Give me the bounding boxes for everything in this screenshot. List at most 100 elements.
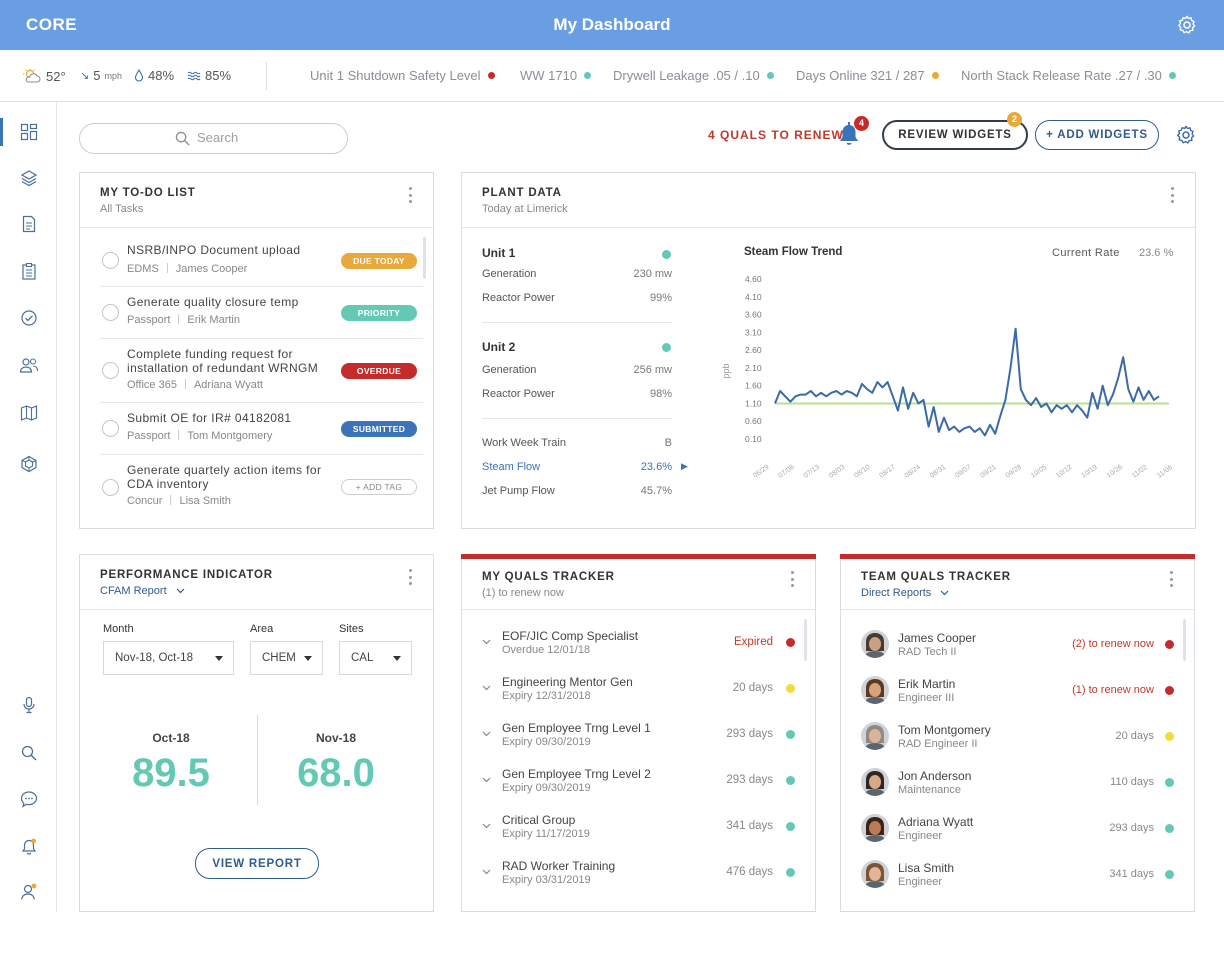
team-member-row[interactable]: James Cooper RAD Tech II (2) to renew now bbox=[861, 627, 1174, 673]
team-member-row[interactable]: Jon Anderson Maintenance 110 days bbox=[861, 765, 1174, 811]
todo-tag[interactable]: DUE TODAY bbox=[341, 253, 417, 269]
todo-item[interactable]: Generate quartely action items for CDA i… bbox=[100, 455, 423, 515]
sites-select[interactable]: CAL bbox=[339, 641, 412, 675]
review-widgets-button[interactable]: REVIEW WIDGETS bbox=[882, 120, 1028, 150]
todo-checkbox[interactable] bbox=[102, 362, 119, 379]
steam-flow-trend-chart[interactable]: ppb 4.60 4.10 3.60 3.10 2.60 2.10 1.60 1.10 0.60 0… bbox=[717, 268, 1177, 488]
qual-status: 20 days bbox=[732, 682, 773, 694]
check-circle-icon[interactable] bbox=[18, 307, 40, 329]
notification-bell-icon[interactable] bbox=[18, 836, 40, 858]
dashboard-grid-icon[interactable] bbox=[18, 121, 40, 143]
x-tick-label: 08/17 bbox=[878, 464, 896, 480]
direct-reports-selector[interactable]: Direct Reports bbox=[861, 587, 949, 599]
more-options-icon[interactable] bbox=[409, 569, 413, 585]
value: B bbox=[664, 437, 672, 449]
team-member-row[interactable]: Erik Martin Engineer III (1) to renew now bbox=[861, 673, 1174, 719]
left-month-label: Oct-18 bbox=[152, 731, 190, 745]
more-options-icon[interactable] bbox=[1171, 187, 1175, 203]
more-options-icon[interactable] bbox=[409, 187, 413, 203]
todo-checkbox[interactable] bbox=[102, 252, 119, 269]
left-kpi-value: 89.5 bbox=[132, 751, 210, 795]
steam-flow-row[interactable]: Steam Flow 23.6% bbox=[482, 461, 672, 473]
search-box[interactable] bbox=[79, 123, 348, 154]
qual-item[interactable]: EOF/JIC Comp Specialist Overdue 12/01/18… bbox=[482, 625, 795, 671]
divider bbox=[482, 322, 672, 323]
more-options-icon[interactable] bbox=[1170, 571, 1174, 587]
chevron-down-icon[interactable] bbox=[482, 685, 491, 691]
todo-tag[interactable]: SUBMITTED bbox=[341, 421, 417, 437]
chevron-down-icon[interactable] bbox=[482, 869, 491, 875]
todo-tag[interactable]: OVERDUE bbox=[341, 363, 417, 379]
todo-item[interactable]: Complete funding request for installatio… bbox=[100, 339, 423, 403]
microphone-icon[interactable] bbox=[18, 694, 40, 716]
qual-item[interactable]: Gen Employee Trng Level 2 Expiry 09/30/2… bbox=[482, 763, 795, 809]
metric-north-stack[interactable]: North Stack Release Rate .27 / .30 bbox=[961, 68, 1176, 83]
search-input[interactable] bbox=[197, 130, 337, 145]
qual-item[interactable]: Gen Employee Trng Level 1 Expiry 09/30/2… bbox=[482, 717, 795, 763]
qual-date: Expiry 09/30/2019 bbox=[502, 782, 591, 794]
quals-to-renew-link[interactable]: 4 QUALS TO RENEW bbox=[708, 128, 844, 142]
add-tag-button[interactable]: + ADD TAG bbox=[341, 479, 417, 495]
avatar[interactable] bbox=[861, 768, 889, 796]
chevron-down-icon[interactable] bbox=[482, 777, 491, 783]
chevron-down-icon[interactable] bbox=[482, 731, 491, 737]
team-users-icon[interactable] bbox=[18, 354, 40, 376]
alerts-bell-icon[interactable] bbox=[837, 120, 863, 148]
avatar[interactable] bbox=[861, 722, 889, 750]
chevron-down-icon[interactable] bbox=[482, 639, 491, 645]
brand-logo[interactable]: CORE bbox=[26, 15, 78, 34]
card-title: PERFORMANCE INDICATOR bbox=[100, 569, 273, 581]
todo-checkbox[interactable] bbox=[102, 420, 119, 437]
qual-item[interactable]: RAD Worker Training Expiry 03/31/2019 47… bbox=[482, 855, 795, 901]
card-subtitle[interactable]: All Tasks bbox=[100, 203, 144, 215]
todo-tag[interactable]: PRIORITY bbox=[341, 305, 417, 321]
member-status: 293 days bbox=[1109, 822, 1154, 834]
more-options-icon[interactable] bbox=[791, 571, 795, 587]
chat-bubble-icon[interactable] bbox=[18, 788, 40, 810]
month-select[interactable]: Nov-18, Oct-18 bbox=[103, 641, 234, 675]
metric-ww[interactable]: WW 1710 bbox=[520, 68, 592, 83]
scrollbar[interactable] bbox=[1183, 619, 1186, 661]
settings-gear-icon[interactable] bbox=[1176, 14, 1198, 36]
view-report-button[interactable]: VIEW REPORT bbox=[195, 848, 319, 879]
user-profile-icon[interactable] bbox=[18, 881, 40, 903]
chevron-down-icon[interactable] bbox=[482, 823, 491, 829]
caret-right-icon[interactable]: ▶ bbox=[681, 461, 688, 471]
report-selector[interactable]: CFAM Report bbox=[100, 585, 185, 597]
review-count-badge: 2 bbox=[1007, 112, 1022, 127]
metric-days-online[interactable]: Days Online 321 / 287 bbox=[796, 68, 939, 83]
todo-checkbox[interactable] bbox=[102, 304, 119, 321]
network-cube-icon[interactable] bbox=[18, 453, 40, 475]
clipboard-icon[interactable] bbox=[18, 260, 40, 282]
metric-shutdown-safety[interactable]: Unit 1 Shutdown Safety Level bbox=[310, 68, 495, 83]
search-icon[interactable] bbox=[18, 742, 40, 764]
todo-title: Submit OE for IR# 04182081 bbox=[127, 411, 292, 425]
dashboard-settings-gear-icon[interactable] bbox=[1175, 124, 1197, 146]
avatar[interactable] bbox=[861, 630, 889, 658]
qual-item[interactable]: Engineering Mentor Gen Expiry 12/31/2018… bbox=[482, 671, 795, 717]
document-icon[interactable] bbox=[18, 213, 40, 235]
add-widgets-button[interactable]: + ADD WIDGETS bbox=[1035, 120, 1159, 150]
todo-checkbox[interactable] bbox=[102, 479, 119, 496]
scrollbar[interactable] bbox=[804, 619, 807, 661]
todo-item[interactable]: Submit OE for IR# 04182081 Passport Tom M… bbox=[100, 403, 423, 455]
qual-item[interactable]: Critical Group Expiry 11/17/2019 341 day… bbox=[482, 809, 795, 855]
area-select[interactable]: CHEM bbox=[250, 641, 323, 675]
avatar[interactable] bbox=[861, 676, 889, 704]
divider bbox=[841, 609, 1194, 610]
month-label: Month bbox=[103, 623, 134, 635]
team-member-row[interactable]: Adriana Wyatt Engineer 293 days bbox=[861, 811, 1174, 857]
status-dot bbox=[1165, 640, 1174, 649]
todo-item[interactable]: Generate quality closure temp Passport Er… bbox=[100, 287, 423, 339]
avatar[interactable] bbox=[861, 814, 889, 842]
team-member-row[interactable]: Tom Montgomery RAD Engineer II 20 days bbox=[861, 719, 1174, 765]
avatar[interactable] bbox=[861, 860, 889, 888]
map-icon[interactable] bbox=[18, 402, 40, 424]
scrollbar[interactable] bbox=[423, 237, 426, 279]
metric-drywell-leakage[interactable]: Drywell Leakage .05 / .10 bbox=[613, 68, 774, 83]
todo-item[interactable]: NSRB/INPO Document upload EDMS James Coop… bbox=[100, 235, 423, 287]
todo-meta: Passport Erik Martin bbox=[127, 314, 240, 326]
layers-icon[interactable] bbox=[18, 167, 40, 189]
team-member-row[interactable]: Lisa Smith Engineer 341 days bbox=[861, 857, 1174, 903]
y-tick-label: 1.60 bbox=[745, 381, 762, 391]
